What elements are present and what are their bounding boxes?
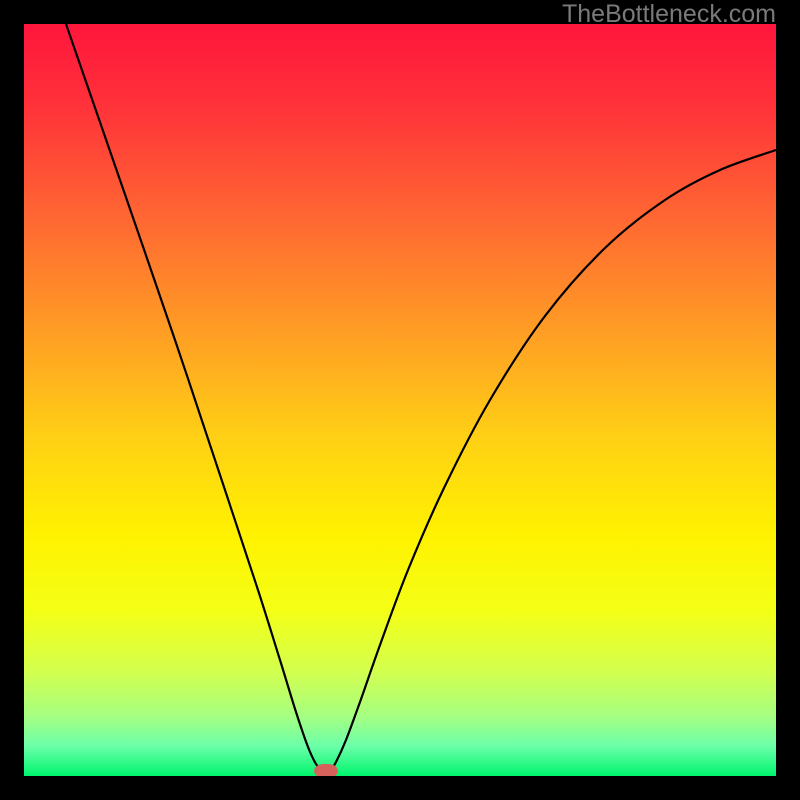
- border-right: [776, 0, 800, 800]
- chart-frame: TheBottleneck.com: [0, 0, 800, 800]
- border-bottom: [0, 776, 800, 800]
- bottleneck-curve: [0, 0, 800, 800]
- watermark-text: TheBottleneck.com: [562, 0, 776, 29]
- border-left: [0, 0, 24, 800]
